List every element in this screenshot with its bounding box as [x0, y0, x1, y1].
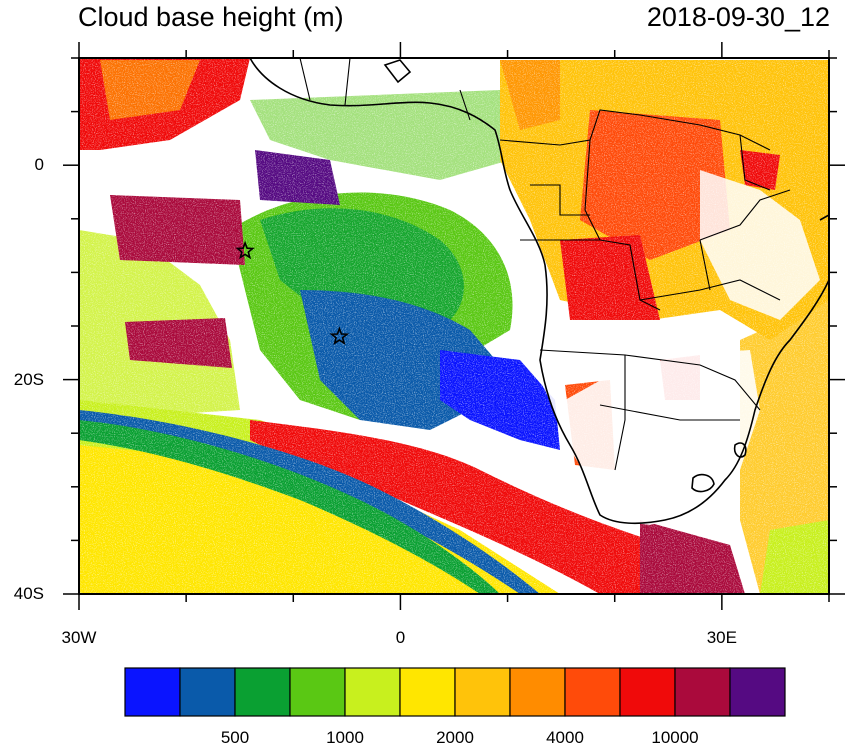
star-marker-central-icon	[329, 326, 350, 346]
colorbar	[124, 667, 786, 717]
colorbar-tick-label: 1000	[326, 728, 364, 747]
colorbar-swatch	[454, 667, 511, 717]
latitude-tick-label: 40S	[13, 584, 44, 603]
longitude-tick-label: 30E	[706, 628, 737, 647]
colorbar-swatch	[509, 667, 566, 717]
colorbar-swatch	[234, 667, 291, 717]
colorbar-swatch	[619, 667, 676, 717]
colorbar-swatch	[289, 667, 346, 717]
cloud-field	[79, 58, 829, 594]
colorbar-tick-label: 10000	[651, 728, 699, 747]
latitude-tick-label: 20S	[13, 369, 44, 389]
map-title: Cloud base height (m)	[78, 2, 344, 32]
colorbar-swatch	[564, 667, 621, 717]
star-marker-west-icon	[235, 240, 255, 260]
colorbar-swatch	[344, 667, 401, 717]
colorbar-swatch	[729, 667, 786, 717]
colorbar-swatch	[179, 667, 236, 717]
colorbar-swatch	[399, 667, 456, 717]
latitude-tick-label: 0	[34, 155, 44, 175]
longitude-tick-label: 0	[395, 628, 406, 647]
longitude-tick-label: 30W	[61, 628, 97, 647]
station-markers	[235, 240, 350, 346]
colorbar-tick-label: 4000	[546, 728, 584, 747]
colorbar-swatch	[674, 667, 731, 717]
coastlines	[249, 58, 829, 525]
tick-marks	[63, 42, 845, 610]
colorbar-tick-label: 500	[220, 728, 250, 747]
map-timestamp: 2018-09-30_12	[646, 2, 830, 32]
country-borders	[299, 58, 791, 471]
map-plot-area	[79, 58, 829, 594]
colorbar-tick-label: 2000	[436, 728, 474, 747]
colorbar-swatch	[124, 667, 181, 717]
